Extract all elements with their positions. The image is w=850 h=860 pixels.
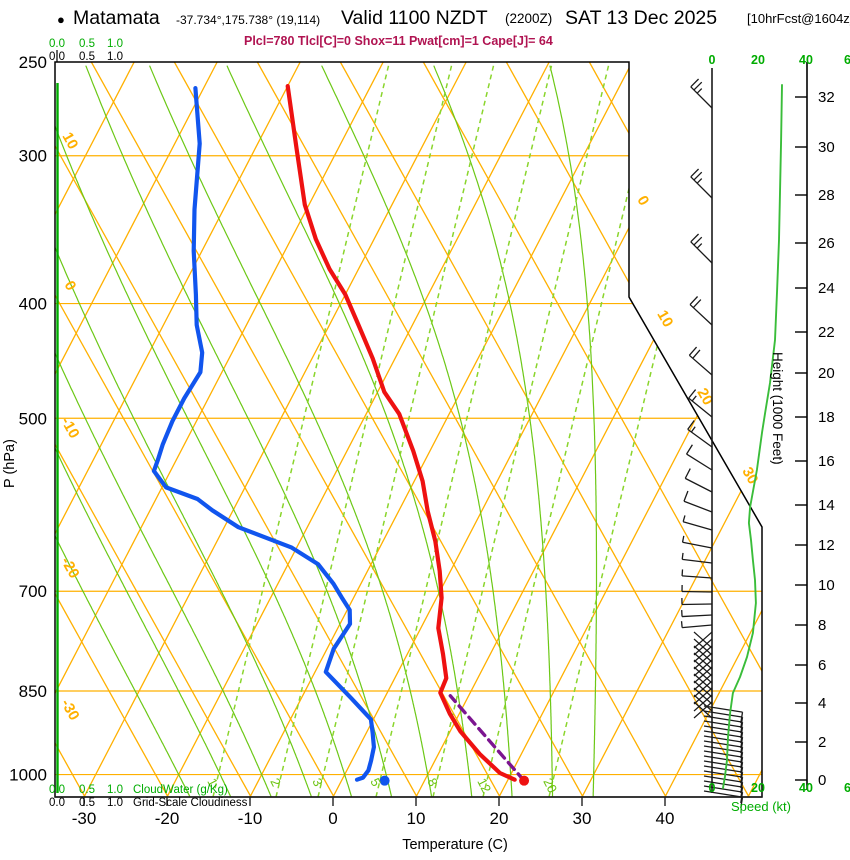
svg-text:-10: -10 xyxy=(238,809,263,828)
svg-text:0: 0 xyxy=(709,53,716,67)
cloud-scale-tick: 0.5 xyxy=(79,38,95,50)
cloud-scale-tick: 0.5 xyxy=(79,784,95,796)
cloud-scale-tick: 1.0 xyxy=(107,38,123,50)
svg-text:-30: -30 xyxy=(57,696,82,723)
parcel-ascent-line xyxy=(448,694,526,783)
pressure-axis: 250 300 400 500 700 850 1000 xyxy=(9,53,47,785)
cloudwater-axis-label: CloudWater (g/Kg) xyxy=(133,784,228,796)
svg-text:20: 20 xyxy=(751,781,765,795)
svg-text:20: 20 xyxy=(540,776,560,796)
pressure-axis-label: P (hPa) xyxy=(2,439,18,488)
cloud-scale-tick: 0.5 xyxy=(79,51,95,63)
svg-text:20: 20 xyxy=(818,365,835,382)
cloud-scale-tick: 1.0 xyxy=(107,797,123,809)
temperature-axis-label: Temperature (C) xyxy=(402,837,508,853)
cloud-scale-tick: 0.5 xyxy=(79,797,95,809)
valid-time: Valid 1100 NZDT xyxy=(341,7,488,29)
forecast-badge: [10hrFcst@1604z] xyxy=(747,11,850,26)
svg-text:60: 60 xyxy=(844,781,850,795)
cloud-scale-tick: 1.0 xyxy=(107,51,123,63)
station-coords: -37.734°,175.738° (19,114) xyxy=(176,13,321,27)
svg-text:20: 20 xyxy=(751,53,765,67)
cloud-scale-tick: 0.0 xyxy=(49,797,65,809)
svg-text:2: 2 xyxy=(267,776,284,789)
svg-text:3: 3 xyxy=(309,776,326,789)
dewpoint-curve xyxy=(151,85,376,782)
svg-text:-20: -20 xyxy=(155,809,180,828)
surface-temperature-dot xyxy=(519,775,530,786)
svg-text:300: 300 xyxy=(19,147,47,166)
background-grid xyxy=(55,62,762,797)
svg-text:-20: -20 xyxy=(57,554,82,581)
svg-text:40: 40 xyxy=(799,53,813,67)
svg-text:5: 5 xyxy=(367,776,384,789)
svg-text:32: 32 xyxy=(818,89,835,106)
cloud-scale-tick: 0.0 xyxy=(49,38,65,50)
svg-text:0: 0 xyxy=(633,193,652,209)
svg-text:60: 60 xyxy=(844,53,850,67)
speed-axis-ticks: 00202040406060 xyxy=(709,53,850,795)
height-axis-label: Height (1000 Feet) xyxy=(770,352,785,465)
svg-text:30: 30 xyxy=(573,809,592,828)
svg-text:10: 10 xyxy=(818,577,835,594)
svg-text:6: 6 xyxy=(818,657,826,674)
svg-text:850: 850 xyxy=(19,682,47,701)
cloud-scale-tick: 0.0 xyxy=(49,784,65,796)
stability-indices-line: Plcl=780 Tlcl[C]=0 Shox=11 Pwat[cm]=1 Ca… xyxy=(244,34,553,48)
svg-text:10: 10 xyxy=(407,809,426,828)
svg-text:20: 20 xyxy=(693,385,716,408)
valid-date: SAT 13 Dec 2025 xyxy=(565,7,718,29)
cloud-scale-tick: 0.0 xyxy=(49,51,65,63)
svg-text:250: 250 xyxy=(19,53,47,72)
svg-text:0: 0 xyxy=(818,772,826,789)
svg-text:12: 12 xyxy=(818,537,835,554)
svg-text:500: 500 xyxy=(19,409,47,428)
svg-text:30: 30 xyxy=(818,139,835,156)
cloudiness-axis-label: Grid-Scale Cloudiness xyxy=(133,797,248,809)
speed-profile xyxy=(722,84,783,789)
svg-text:0: 0 xyxy=(709,781,716,795)
surface-dewpoint-dot xyxy=(379,775,390,786)
svg-text:10: 10 xyxy=(653,307,676,330)
svg-text:28: 28 xyxy=(818,187,835,204)
svg-text:2: 2 xyxy=(818,734,826,751)
svg-text:16: 16 xyxy=(818,453,835,470)
wind-column xyxy=(680,68,744,809)
svg-text:40: 40 xyxy=(656,809,675,828)
speed-axis-label: Speed (kt) xyxy=(731,799,791,814)
svg-text:1000: 1000 xyxy=(9,766,47,785)
valid-zulu: (2200Z) xyxy=(505,11,553,26)
svg-text:40: 40 xyxy=(799,781,813,795)
svg-text:22: 22 xyxy=(818,324,835,341)
svg-text:4: 4 xyxy=(818,695,826,712)
svg-text:18: 18 xyxy=(818,409,835,426)
temperature-axis: -30 -20 -10 0 10 20 30 40 xyxy=(55,796,762,828)
svg-text:8: 8 xyxy=(818,617,826,634)
svg-text:10: 10 xyxy=(58,129,81,152)
temperature-curve xyxy=(285,83,517,782)
svg-text:14: 14 xyxy=(818,497,835,514)
svg-text:400: 400 xyxy=(19,295,47,314)
svg-text:0: 0 xyxy=(328,809,337,828)
cloud-scale-tick: 1.0 xyxy=(107,784,123,796)
svg-text:20: 20 xyxy=(490,809,509,828)
svg-text:12: 12 xyxy=(474,776,494,796)
svg-text:700: 700 xyxy=(19,582,47,601)
svg-text:0: 0 xyxy=(60,278,79,294)
station-bullet-icon: ● xyxy=(57,12,65,27)
svg-text:26: 26 xyxy=(818,235,835,252)
svg-text:24: 24 xyxy=(818,280,835,297)
sounding-curves xyxy=(151,83,530,786)
svg-text:-30: -30 xyxy=(72,809,97,828)
wind-speed-curve xyxy=(722,84,783,789)
station-name: Matamata xyxy=(73,7,160,29)
